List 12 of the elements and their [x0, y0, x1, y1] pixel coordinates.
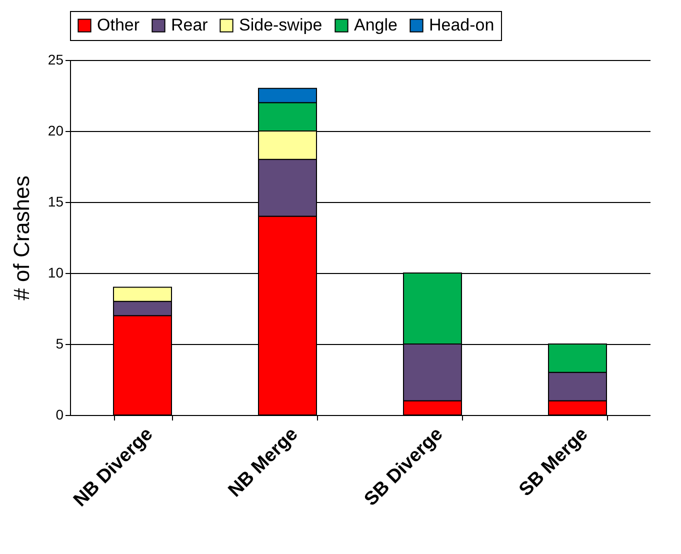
y-tick-label: 25: [48, 52, 64, 68]
y-tick-label: 0: [56, 406, 64, 422]
legend-label: Head-on: [429, 16, 494, 35]
y-tick-label: 20: [48, 122, 64, 138]
legend-label: Other: [97, 16, 140, 35]
y-tick-label: 5: [56, 336, 64, 352]
legend-label: Angle: [354, 16, 398, 35]
y-tick-label: 15: [48, 194, 64, 210]
legend-label: Rear: [171, 16, 208, 35]
legend-label: Side-swipe: [239, 16, 322, 35]
y-tick-label: 10: [48, 264, 64, 280]
y-axis-title: # of Crashes: [8, 176, 34, 300]
